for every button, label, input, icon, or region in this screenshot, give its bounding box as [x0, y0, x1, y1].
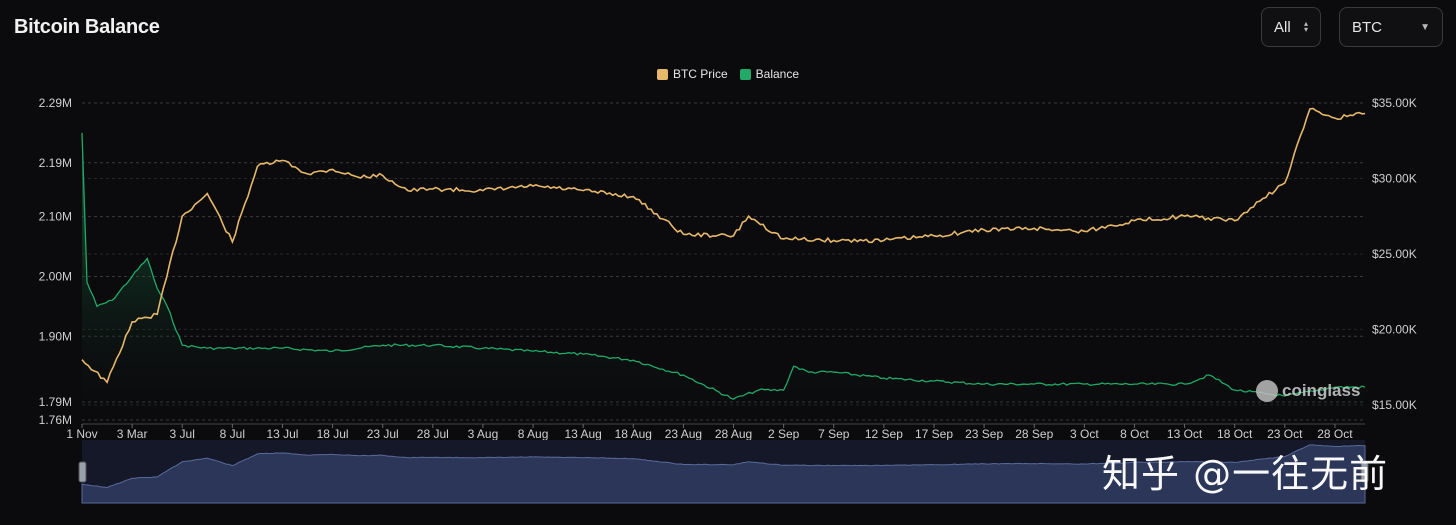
y-right-tick-label: $20.00K — [1372, 322, 1417, 336]
page-title: Bitcoin Balance — [14, 16, 160, 38]
legend-label-balance: Balance — [755, 67, 800, 81]
x-tick-label: 13 Oct — [1167, 427, 1203, 441]
x-tick-label: 7 Sep — [818, 427, 850, 441]
legend-item-btc-price[interactable]: BTC Price — [656, 67, 728, 81]
y-right-tick-label: $15.00K — [1372, 398, 1417, 412]
balance-line — [81, 132, 1366, 400]
y-axis-left: 2.29M 2.19M 2.10M 2.00M 1.90M 1.79M 1.76M — [39, 96, 72, 427]
series-balance — [81, 132, 1366, 420]
x-tick-label: 13 Jul — [266, 427, 298, 441]
x-tick-label: 8 Jul — [220, 427, 245, 441]
x-tick-label: 12 Sep — [865, 427, 903, 441]
navigator-handle-right[interactable] — [1360, 461, 1369, 483]
balance-area — [82, 132, 1365, 420]
x-tick-label: 8 Aug — [518, 427, 549, 441]
y-right-tick-label: $35.00K — [1372, 96, 1417, 110]
x-tick-label: 23 Jul — [367, 427, 399, 441]
navigator-handle-left[interactable] — [78, 461, 87, 483]
y-left-tick-label: 1.76M — [39, 413, 72, 427]
y-right-tick-label: $25.00K — [1372, 247, 1417, 261]
x-tick-label: 23 Aug — [665, 427, 702, 441]
x-tick-label: 28 Jul — [417, 427, 449, 441]
series-price — [81, 107, 1366, 384]
y-left-tick-label: 2.10M — [39, 210, 72, 224]
y-axis-right: $35.00K $30.00K $25.00K $20.00K $15.00K — [1372, 96, 1417, 412]
asset-select-value: BTC — [1352, 18, 1382, 36]
range-select-value: All — [1274, 18, 1291, 36]
watermark: 知乎 @一往无前 — [1102, 452, 1389, 496]
updown-icon: ▴ ▾ — [1303, 19, 1308, 34]
x-tick-label: 13 Aug — [564, 427, 601, 441]
y-left-tick-label: 2.19M — [39, 156, 72, 170]
x-tick-label: 8 Oct — [1120, 427, 1149, 441]
x-tick-label: 28 Sep — [1015, 427, 1053, 441]
chart-legend: BTC Price Balance — [0, 67, 1456, 81]
x-tick-label: 28 Oct — [1317, 427, 1353, 441]
legend-swatch-balance — [739, 68, 751, 80]
x-tick-label: 1 Nov — [66, 427, 97, 441]
x-tick-label: 2 Sep — [768, 427, 800, 441]
x-tick-label: 18 Oct — [1217, 427, 1253, 441]
x-tick-label: 18 Aug — [615, 427, 652, 441]
x-tick-label: 3 Mar — [117, 427, 148, 441]
x-tick-label: 3 Aug — [468, 427, 499, 441]
x-tick-label: 3 Oct — [1070, 427, 1099, 441]
brand-text: coinglass — [1282, 381, 1361, 400]
navigator-series — [81, 444, 1366, 504]
legend-item-balance[interactable]: Balance — [739, 67, 800, 81]
price-line — [81, 107, 1366, 384]
range-navigator[interactable] — [78, 440, 1369, 504]
x-tick-label: 28 Aug — [715, 427, 752, 441]
coinglass-icon — [1256, 380, 1278, 402]
y-left-tick-label: 2.29M — [39, 96, 72, 110]
x-tick-label: 17 Sep — [915, 427, 953, 441]
range-select[interactable]: All ▴ ▾ — [1261, 7, 1321, 47]
x-tick-label: 3 Jul — [170, 427, 195, 441]
y-left-tick-label: 1.90M — [39, 329, 72, 343]
y-right-tick-label: $30.00K — [1372, 171, 1417, 185]
x-tick-label: 18 Jul — [317, 427, 349, 441]
x-tick-label: 23 Oct — [1267, 427, 1303, 441]
coinglass-logo: coinglass — [1256, 380, 1360, 402]
legend-label-price: BTC Price — [672, 67, 728, 81]
x-tick-label: 23 Sep — [965, 427, 1003, 441]
chevron-down-icon: ▼ — [1420, 21, 1430, 33]
asset-select[interactable]: BTC ▼ — [1339, 7, 1443, 47]
legend-swatch-price — [656, 68, 668, 80]
y-left-tick-label: 1.79M — [39, 395, 72, 409]
y-left-tick-label: 2.00M — [39, 269, 72, 283]
x-axis: 1 Nov 3 Mar 3 Jul 8 Jul 13 Jul 18 Jul 23 Jul 28… — [66, 423, 1365, 441]
